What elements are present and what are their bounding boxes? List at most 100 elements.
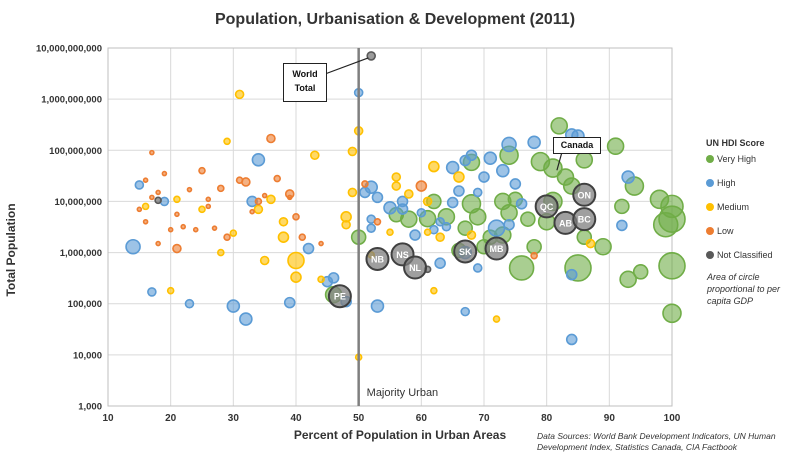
province-label: ON [578, 190, 592, 200]
province-label: MB [490, 244, 504, 254]
data-point [409, 229, 421, 241]
data-point [391, 172, 402, 182]
data-point [466, 230, 477, 240]
data-point [161, 170, 168, 177]
x-axis-label: Percent of Population in Urban Areas [293, 428, 507, 442]
x-tick-label: 10 [102, 413, 114, 424]
x-tick-label: 60 [416, 413, 428, 424]
data-point [509, 178, 522, 190]
province-point [453, 239, 478, 264]
data-point [341, 219, 351, 230]
chart-title: Population, Urbanisation & Development (… [214, 11, 576, 28]
data-point [259, 255, 270, 266]
data-point [606, 137, 625, 156]
data-point [472, 263, 483, 273]
data-point [198, 166, 206, 175]
data-point [614, 198, 630, 215]
data-point [229, 229, 238, 237]
data-point [619, 270, 637, 289]
legend-item-medium: Medium [706, 202, 790, 226]
data-point [526, 238, 542, 255]
data-point [459, 154, 472, 167]
y-tick-label: 1,000,000,000 [41, 95, 102, 106]
data-point [287, 251, 305, 270]
data-point [273, 174, 282, 183]
data-point [266, 133, 276, 144]
legend-title: UN HDI Score [706, 138, 765, 148]
legend-item-high: High [706, 178, 790, 202]
data-point [453, 171, 465, 183]
data-point [235, 176, 244, 185]
data-point [658, 252, 686, 280]
data-point [149, 194, 155, 201]
data-point [527, 135, 541, 150]
data-point [616, 219, 628, 232]
province-point [327, 284, 352, 309]
data-point [415, 180, 428, 192]
data-point [366, 223, 377, 233]
data-point [125, 238, 141, 255]
data-point [261, 192, 268, 199]
data-point [141, 202, 150, 211]
data-point [155, 189, 161, 196]
data-point [174, 211, 180, 218]
data-point [167, 226, 174, 233]
x-tick-label: 30 [228, 413, 240, 424]
data-point [361, 180, 369, 188]
y-tick-label: 10,000,000 [54, 197, 102, 208]
data-point [445, 160, 460, 175]
data-point [383, 201, 397, 215]
province-point [534, 194, 559, 219]
legend-swatch-very-high [706, 155, 714, 163]
data-point [154, 196, 162, 205]
data-point [500, 203, 518, 222]
data-point [472, 187, 483, 198]
data-point [217, 248, 225, 257]
legend-swatch-medium [706, 203, 714, 211]
data-point [565, 333, 578, 346]
data-point [292, 213, 300, 221]
province-label: SK [459, 247, 472, 257]
y-tick-label: 100,000 [68, 299, 102, 310]
data-point [550, 117, 569, 135]
data-point [520, 211, 536, 227]
data-point [508, 255, 535, 281]
x-tick-label: 50 [353, 413, 365, 424]
data-point [286, 194, 293, 201]
data-point [492, 315, 501, 323]
data-point [530, 251, 538, 260]
canada-pointer [556, 151, 563, 171]
canada-callout: Canada [553, 137, 601, 154]
data-point [173, 195, 181, 204]
data-point [309, 150, 320, 161]
x-tick-label: 20 [165, 413, 177, 424]
province-label: AB [559, 218, 572, 228]
data-point [211, 225, 218, 231]
data-point [239, 312, 253, 326]
legend-swatch-high [706, 179, 714, 187]
y-tick-label: 100,000,000 [49, 146, 102, 157]
data-point [366, 51, 377, 61]
data-point [223, 233, 231, 241]
province-label: NB [371, 254, 384, 264]
data-point [254, 197, 263, 206]
data-point [435, 216, 445, 227]
data-point [403, 189, 414, 199]
data-point [318, 240, 324, 247]
data-point [142, 218, 149, 225]
data-point [662, 303, 682, 324]
x-tick-label: 100 [664, 413, 681, 424]
data-point [575, 151, 594, 169]
data-point [166, 286, 175, 295]
data-point [515, 197, 528, 210]
province-point [572, 207, 597, 232]
y-tick-label: 10,000 [73, 350, 102, 361]
data-point [251, 153, 266, 167]
data-point [172, 243, 182, 254]
data-point [399, 210, 418, 228]
province-label: NL [409, 263, 421, 273]
legend-label: Medium [717, 202, 750, 212]
data-point [317, 275, 325, 284]
data-point [435, 232, 445, 242]
